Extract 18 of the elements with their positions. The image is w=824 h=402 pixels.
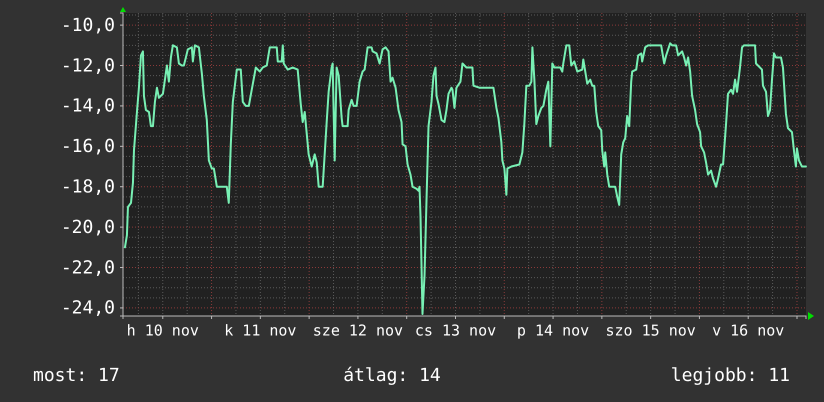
y-tick-label: -20,0 — [60, 216, 115, 238]
x-tick-label: p 14 nov — [516, 322, 590, 340]
x-tick-label: h 10 nov — [126, 322, 199, 340]
x-tick-label: k 11 nov — [224, 322, 296, 340]
x-tick-label: szo 15 nov — [605, 322, 696, 340]
x-tick-label: v 16 nov — [712, 322, 784, 340]
x-tick-label: sze 12 nov — [312, 322, 404, 340]
text: most: 17 — [33, 365, 120, 386]
y-tick-label: -14,0 — [60, 96, 115, 117]
y-tick-label: -10,0 — [60, 14, 115, 36]
y-tick-label: -16,0 — [60, 136, 115, 158]
y-tick-label: -18,0 — [60, 176, 115, 198]
x-tick-label: cs 13 nov — [414, 322, 496, 340]
y-tick-label: -12,0 — [60, 55, 115, 76]
y-tick-label: -22,0 — [60, 257, 115, 278]
y-tick-label: -24,0 — [60, 298, 115, 319]
text: átlag: 14 — [343, 365, 441, 386]
text: legjobb: 11 — [670, 365, 790, 386]
